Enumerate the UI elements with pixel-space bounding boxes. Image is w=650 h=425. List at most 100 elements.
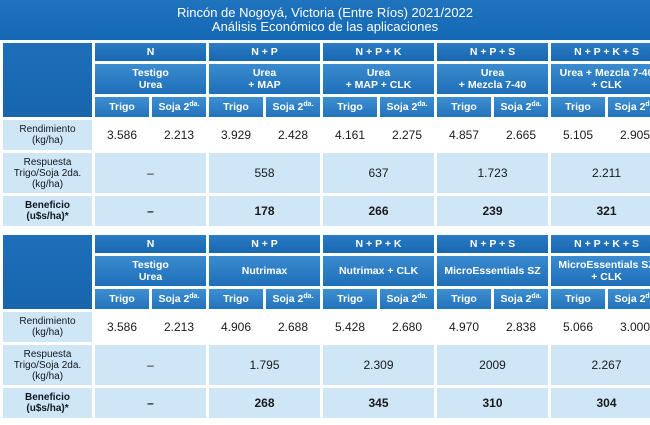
yield-trigo-value: 3.929 bbox=[209, 120, 263, 150]
yield-soja-value: 2.688 bbox=[266, 312, 320, 342]
treatment-line: Urea bbox=[138, 271, 163, 283]
yield-soja-value: 2.665 bbox=[494, 120, 549, 150]
rendimiento-label-line: Rendimiento bbox=[19, 316, 76, 327]
treatment-header: Testigo Urea bbox=[95, 256, 206, 286]
yield-trigo-value: 5.066 bbox=[551, 312, 606, 342]
crop-soja-label: Soja 2 bbox=[614, 101, 646, 113]
treatment-line: Urea bbox=[366, 67, 391, 79]
crop-soja-header: Soja 2da. bbox=[152, 97, 206, 117]
treatment-line: Testigo bbox=[132, 259, 169, 271]
treatment-line: MicroEssentials SZ bbox=[444, 265, 541, 277]
respuesta-label-line: Trigo/Soja 2da. bbox=[13, 167, 82, 179]
crop-soja-label: Soja 2 bbox=[500, 101, 532, 113]
respuesta-label-line: (kg/ha) bbox=[31, 178, 64, 190]
crop-soja-superscript: da. bbox=[645, 101, 650, 108]
row-label-respuesta: Respuesta Trigo/Soja 2da. (kg/ha) bbox=[3, 345, 92, 385]
benefit-value: – bbox=[95, 196, 206, 226]
crop-soja-superscript: da. bbox=[417, 293, 428, 300]
nutrient-header: N + P + S bbox=[437, 43, 549, 61]
nutrient-header: N + P bbox=[209, 43, 320, 61]
treatment-header: Urea + MAP bbox=[209, 64, 320, 94]
crop-trigo-header: Trigo bbox=[209, 289, 263, 309]
crop-soja-label: Soja 2 bbox=[386, 101, 418, 113]
crop-soja-superscript: da. bbox=[189, 101, 200, 108]
yield-soja-value: 2.905 bbox=[608, 120, 650, 150]
response-value: 637 bbox=[323, 153, 435, 193]
yield-trigo-value: 4.857 bbox=[437, 120, 492, 150]
crop-trigo-header: Trigo bbox=[437, 97, 492, 117]
yield-soja-value: 2.838 bbox=[494, 312, 549, 342]
beneficio-label-line: Beneficio bbox=[24, 200, 70, 211]
treatment-header: MicroEssentials SZ bbox=[437, 256, 549, 286]
benefit-value: 310 bbox=[437, 388, 549, 418]
yield-trigo-value: 5.105 bbox=[551, 120, 606, 150]
treatment-header: Nutrimax bbox=[209, 256, 320, 286]
row-label-beneficio: Beneficio (u$s/ha)* bbox=[3, 196, 92, 226]
crop-soja-superscript: da. bbox=[303, 293, 314, 300]
header-corner bbox=[3, 43, 92, 117]
yield-trigo-value: 3.586 bbox=[95, 312, 149, 342]
crop-soja-header: Soja 2da. bbox=[494, 289, 549, 309]
response-value: 558 bbox=[209, 153, 320, 193]
benefit-value: 321 bbox=[551, 196, 650, 226]
response-value: – bbox=[95, 153, 206, 193]
crop-soja-label: Soja 2 bbox=[272, 293, 304, 305]
treatment-header: Urea + Mezcla 7-40 bbox=[437, 64, 549, 94]
treatment-line: Nutrimax bbox=[241, 265, 288, 277]
treatment-line: Urea + Mezcla 7-40 bbox=[559, 67, 650, 79]
crop-soja-header: Soja 2da. bbox=[266, 289, 320, 309]
response-value: 2009 bbox=[437, 345, 549, 385]
benefit-value: 304 bbox=[551, 388, 650, 418]
crop-trigo-header: Trigo bbox=[551, 97, 606, 117]
crop-trigo-header: Trigo bbox=[323, 97, 377, 117]
crop-soja-header: Soja 2da. bbox=[608, 97, 650, 117]
treatment-line: Urea bbox=[480, 67, 505, 79]
nutrient-header: N + P + K + S bbox=[551, 235, 650, 253]
table-title: Rincón de Nogoyá, Victoria (Entre Ríos) … bbox=[0, 0, 650, 40]
beneficio-label-line: Beneficio bbox=[24, 392, 70, 403]
treatment-header: Urea + Mezcla 7-40 + CLK bbox=[551, 64, 650, 94]
respuesta-label-line: Respuesta bbox=[23, 348, 72, 360]
treatment-line: Testigo bbox=[132, 67, 169, 79]
crop-soja-header: Soja 2da. bbox=[152, 289, 206, 309]
response-value: – bbox=[95, 345, 206, 385]
nutrient-header: N bbox=[95, 43, 206, 61]
response-value: 1.795 bbox=[209, 345, 320, 385]
title-line-1: Rincón de Nogoyá, Victoria (Entre Ríos) … bbox=[176, 5, 474, 20]
row-label-beneficio: Beneficio (u$s/ha)* bbox=[3, 388, 92, 418]
crop-soja-header: Soja 2da. bbox=[494, 97, 549, 117]
crop-soja-header: Soja 2da. bbox=[608, 289, 650, 309]
yield-trigo-value: 4.906 bbox=[209, 312, 263, 342]
treatment-header: MicroEssentials SZ + CLK bbox=[551, 256, 650, 286]
treatment-line: + MAP + CLK bbox=[345, 79, 412, 91]
yield-soja-value: 2.428 bbox=[266, 120, 320, 150]
response-value: 1.723 bbox=[437, 153, 549, 193]
nutrient-header: N bbox=[95, 235, 206, 253]
nutrient-header: N + P + K + S bbox=[551, 43, 650, 61]
crop-soja-label: Soja 2 bbox=[386, 293, 418, 305]
crop-soja-label: Soja 2 bbox=[158, 101, 190, 113]
crop-soja-header: Soja 2da. bbox=[380, 289, 435, 309]
benefit-value: 266 bbox=[323, 196, 435, 226]
crop-soja-superscript: da. bbox=[531, 101, 542, 108]
benefit-value: 268 bbox=[209, 388, 320, 418]
row-label-rendimiento: Rendimiento (kg/ha) bbox=[3, 120, 92, 150]
treatment-line: Urea bbox=[252, 67, 277, 79]
crop-trigo-header: Trigo bbox=[209, 97, 263, 117]
crop-soja-label: Soja 2 bbox=[500, 293, 532, 305]
yield-soja-value: 2.213 bbox=[152, 120, 206, 150]
crop-trigo-header: Trigo bbox=[551, 289, 606, 309]
yield-trigo-value: 4.970 bbox=[437, 312, 492, 342]
nutrient-header: N + P + K bbox=[323, 235, 435, 253]
treatment-line: + CLK bbox=[591, 271, 622, 283]
yield-soja-value: 2.213 bbox=[152, 312, 206, 342]
respuesta-label-line: Trigo/Soja 2da. bbox=[13, 359, 82, 371]
nutrient-header: N + P + S bbox=[437, 235, 549, 253]
row-label-respuesta: Respuesta Trigo/Soja 2da. (kg/ha) bbox=[3, 153, 92, 193]
treatment-line: Nutrimax + CLK bbox=[338, 265, 419, 277]
crop-soja-superscript: da. bbox=[531, 293, 542, 300]
beneficio-label-line: (u$s/ha)* bbox=[26, 403, 69, 414]
yield-soja-value: 2.680 bbox=[380, 312, 435, 342]
